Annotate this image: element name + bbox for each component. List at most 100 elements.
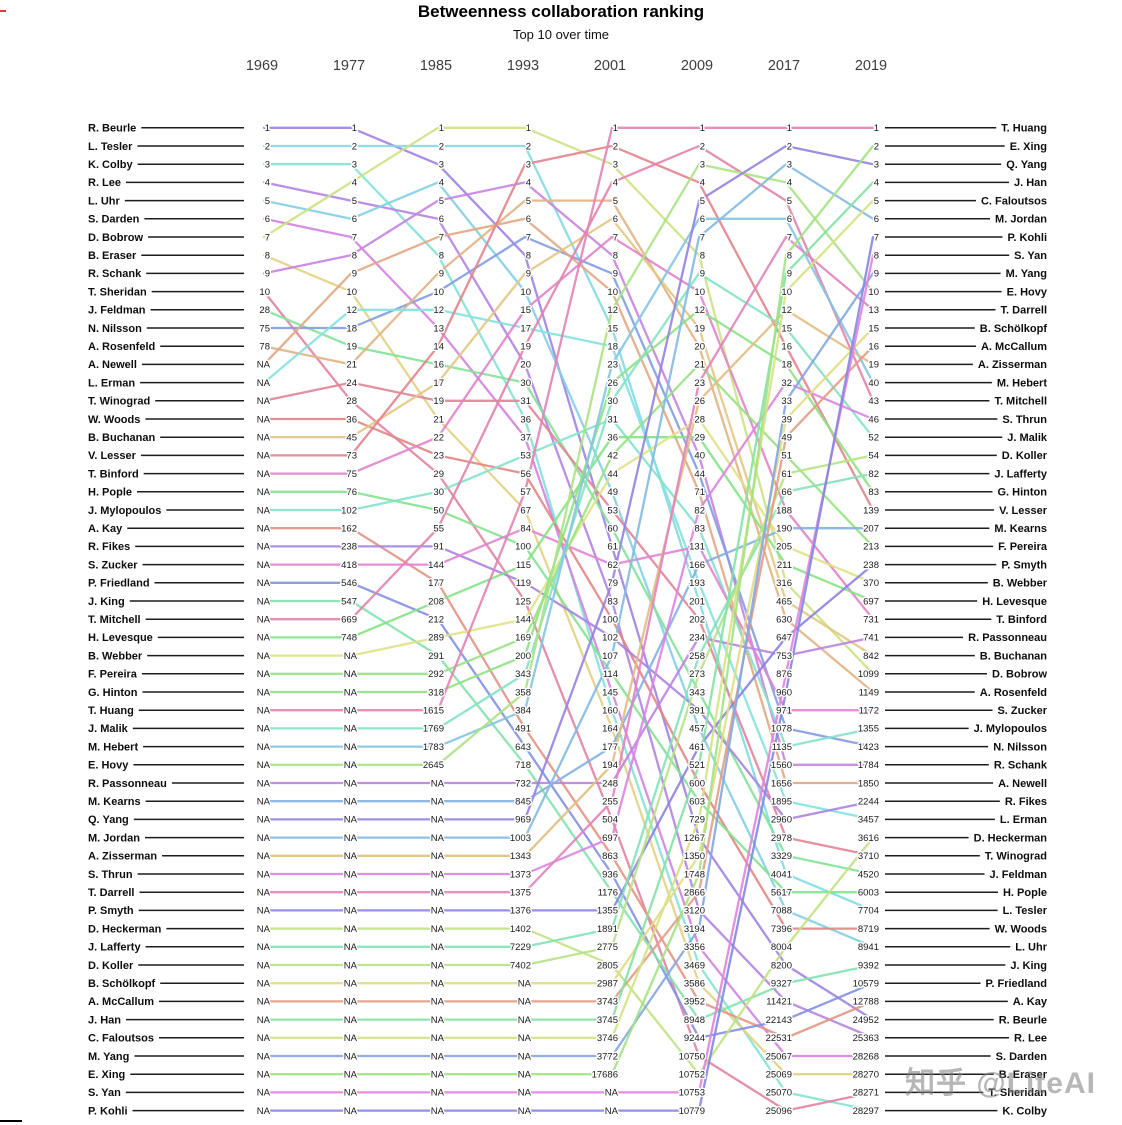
rank-value: 28297 [853,1106,879,1117]
series-line [262,636,875,785]
rank-value: 1350 [684,851,705,862]
rank-value: 17 [520,323,531,334]
left-axis-label: B. Eraser [88,250,137,262]
chart-subtitle: Top 10 over time [512,27,610,42]
rank-value: 44 [607,469,618,480]
rank-value: 28 [694,414,705,425]
rank-value: 6 [265,214,270,225]
series-line [262,836,875,1076]
rank-value: 1373 [510,869,531,880]
rank-value: 2866 [684,888,705,899]
right-axis-label: Q. Yang [1006,159,1047,171]
right-axis-label: E. Hovy [1007,286,1048,298]
rank-value: NA [257,706,271,717]
series-line [262,144,875,821]
rank-value: 21 [694,360,705,371]
rank-value: 30 [607,396,618,407]
rank-value: 55 [433,524,444,535]
series-line [262,254,875,1076]
rank-value: 718 [515,760,531,771]
rank-value: 23 [607,360,618,371]
rank-value: 84 [520,524,531,535]
left-axis-label: T. Huang [88,705,134,717]
rank-value: 1078 [771,724,792,735]
rank-value: 2244 [858,797,879,808]
rank-value: NA [257,1051,271,1062]
left-axis-label: B. Buchanan [88,432,156,444]
left-axis-label: S. Thrun [88,869,133,881]
rank-value: NA [344,1015,358,1026]
rank-value: NA [344,833,358,844]
left-axis-label: T. Darrell [88,887,134,899]
rank-value: 56 [520,469,531,480]
rank-value: 10 [607,287,618,298]
rank-value: NA [344,979,358,990]
rank-value: NA [431,778,445,789]
rank-value: 33 [781,396,792,407]
rank-value: 190 [776,524,792,535]
left-axis-label: L. Erman [88,377,135,389]
rank-value: 162 [341,524,357,535]
left-axis-label: T. Mitchell [88,614,141,626]
rank-value: 1895 [771,797,792,808]
rank-value: 100 [602,615,618,626]
rank-value: 28270 [853,1070,879,1081]
rank-value: 36 [346,414,357,425]
rank-value: 316 [776,578,792,589]
rank-value: 17686 [592,1070,618,1081]
left-axis-label: A. Kay [88,523,123,535]
rank-value: 8 [787,251,792,262]
rank-value: 18 [346,323,357,334]
rank-value: NA [344,906,358,917]
rank-value: 61 [607,542,618,553]
left-axis-label: B. Schölkopf [88,978,156,990]
rank-value: 7 [439,232,444,243]
rank-value: 669 [341,615,357,626]
rank-value: 969 [515,815,531,826]
rank-value: NA [257,924,271,935]
left-axis-label: M. Yang [88,1051,129,1063]
rank-value: 9 [265,269,270,280]
right-axis-label: P. Smyth [1001,559,1047,571]
rank-value: NA [257,960,271,971]
year-header: 2009 [681,58,713,74]
rank-value: 3329 [771,851,792,862]
rank-value: 1 [526,123,531,134]
rank-value: NA [257,724,271,735]
rank-value: 3120 [684,906,705,917]
rank-value: 169 [515,633,531,644]
rank-value: 741 [863,633,879,644]
right-axis-label: A. McCallum [981,341,1047,353]
rank-value: NA [257,433,271,444]
rank-value: 37 [520,433,531,444]
right-axis-label: J. Lafferty [994,468,1047,480]
rank-value: 36 [520,414,531,425]
rank-value: NA [431,797,445,808]
rank-value: 14 [433,342,444,353]
rank-value: 4 [265,178,270,189]
rank-value: NA [257,360,271,371]
rank-value: NA [344,942,358,953]
rank-value: 384 [515,706,531,717]
left-axis-label: D. Heckerman [88,923,162,935]
rank-value: 753 [776,651,792,662]
right-axis-label: J. Mylopoulos [974,723,1047,735]
rank-value: NA [431,942,445,953]
rank-value: 8948 [684,1015,705,1026]
rank-value: 5 [613,196,618,207]
rank-value: 75 [346,469,357,480]
rank-value: 3952 [684,997,705,1008]
rank-value: NA [344,724,358,735]
rank-value: 62 [607,560,618,571]
rank-value: 15 [520,305,531,316]
rank-value: 28271 [853,1088,879,1099]
series-line [262,163,875,766]
series-line [262,199,875,694]
rank-value: NA [431,1106,445,1117]
year-header: 1977 [333,58,365,74]
rank-value: 9 [352,269,357,280]
rank-value: 8 [613,251,618,262]
rank-value: 78 [259,342,270,353]
year-header: 1985 [420,58,452,74]
rank-value: NA [344,669,358,680]
